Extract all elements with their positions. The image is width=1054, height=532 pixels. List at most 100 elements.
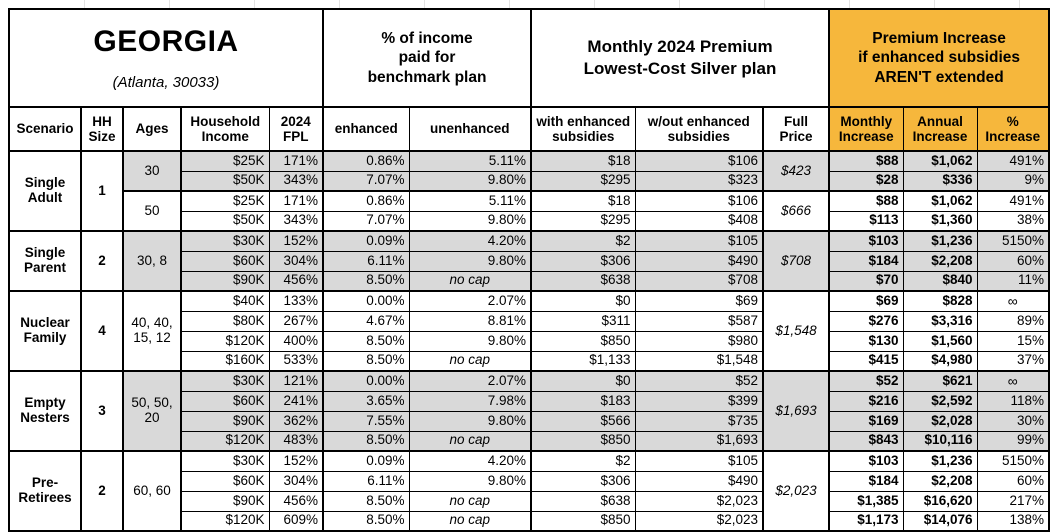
cell-fpl: 304%	[268, 250, 324, 272]
cell-fpl: 152%	[268, 230, 324, 252]
cell-unenhanced: no cap	[408, 490, 532, 512]
cell-enhanced: 6.11%	[322, 470, 410, 492]
cell-enhanced: 7.55%	[322, 410, 410, 432]
cell-ages: 30	[122, 150, 182, 192]
cell-pct-increase: 138%	[976, 510, 1050, 532]
cell-pct-increase: 38%	[976, 210, 1050, 232]
cell-wout-sub: $980	[634, 330, 764, 352]
cell-annual-increase: $828	[902, 290, 978, 312]
cell-pct-increase: 11%	[976, 270, 1050, 292]
cell-enhanced: 8.50%	[322, 270, 410, 292]
cell-pct-increase: 118%	[976, 390, 1050, 412]
cell-ages: 40, 40, 15, 12	[122, 290, 182, 372]
col-header-hh-size: HH Size	[80, 106, 124, 153]
cell-with-sub: $18	[530, 150, 636, 172]
cell-monthly-increase: $130	[828, 330, 904, 352]
cell-income: $25K	[180, 190, 270, 212]
cell-income: $60K	[180, 470, 270, 492]
cell-annual-increase: $1,560	[902, 330, 978, 352]
cell-income: $40K	[180, 290, 270, 312]
cell-with-sub: $306	[530, 250, 636, 272]
cell-pct-increase: 89%	[976, 310, 1050, 332]
cell-wout-sub: $587	[634, 310, 764, 332]
cell-full-price: $1,548	[761, 290, 830, 372]
cell-pct-increase: ∞	[976, 290, 1050, 312]
cell-income: $25K	[180, 150, 270, 172]
cell-enhanced: 8.50%	[322, 510, 410, 532]
cell-enhanced: 8.50%	[322, 430, 410, 452]
cell-income: $90K	[180, 270, 270, 292]
cell-enhanced: 7.07%	[322, 170, 410, 192]
cell-unenhanced: 9.80%	[408, 330, 532, 352]
cell-fpl: 121%	[268, 370, 324, 392]
cell-annual-increase: $1,062	[902, 150, 978, 172]
cell-enhanced: 0.00%	[322, 290, 410, 312]
cell-income: $90K	[180, 490, 270, 512]
cell-enhanced: 0.09%	[322, 450, 410, 472]
cell-annual-increase: $840	[902, 270, 978, 292]
cell-pct-increase: ∞	[976, 370, 1050, 392]
cell-scenario: Nuclear Family	[8, 290, 82, 372]
group-header-row: GEORGIA (Atlanta, 30033) % of income pai…	[8, 8, 1050, 109]
cell-income: $80K	[180, 310, 270, 332]
cell-enhanced: 3.65%	[322, 390, 410, 412]
col-header-fpl: 2024 FPL	[268, 106, 324, 153]
cell-wout-sub: $323	[634, 170, 764, 192]
column-header-row: Scenario HH Size Ages Household Income 2…	[8, 106, 1050, 153]
cell-with-sub: $18	[530, 190, 636, 212]
cell-wout-sub: $1,693	[634, 430, 764, 452]
table-row: Pre-Retirees 2 60, 60 $30K 152% 0.09% 4.20% $2 $…	[8, 450, 1050, 532]
cell-pct-increase: 60%	[976, 470, 1050, 492]
cell-monthly-increase: $415	[828, 350, 904, 372]
cell-annual-increase: $2,592	[902, 390, 978, 412]
table-row: $60K 241% 3.65% 7.98% $183 $399 $216 $2,592 118%	[9, 390, 1050, 412]
cell-unenhanced: 9.80%	[408, 210, 532, 232]
cell-unenhanced: 9.80%	[408, 170, 532, 192]
cell-pct-increase: 30%	[976, 410, 1050, 432]
cell-pct-increase: 9%	[976, 170, 1050, 192]
cell-wout-sub: $408	[634, 210, 764, 232]
cell-monthly-increase: $1,173	[828, 510, 904, 532]
cell-annual-increase: $1,062	[902, 190, 978, 212]
cell-fpl: 171%	[268, 190, 324, 212]
cell-with-sub: $638	[530, 490, 636, 512]
col-header-scenario: Scenario	[8, 106, 82, 153]
table-row: Empty Nesters 3 50, 50, 20 $30K 121% 0.00% 2.0…	[8, 370, 1050, 452]
cell-full-price: $708	[761, 230, 830, 292]
cell-hh-size: 2	[80, 230, 124, 292]
table-row: $120K 483% 8.50% no cap $850 $1,693 $843 $10,11…	[9, 430, 1050, 452]
cell-unenhanced: no cap	[408, 430, 532, 452]
cell-unenhanced: 7.98%	[408, 390, 532, 412]
cell-unenhanced: 4.20%	[408, 450, 532, 472]
cell-with-sub: $850	[530, 430, 636, 452]
cell-fpl: 456%	[268, 490, 324, 512]
cell-monthly-increase: $69	[828, 290, 904, 312]
cell-with-sub: $295	[530, 170, 636, 192]
col-header-without-subsidies: w/out enhanced subsidies	[634, 106, 764, 153]
table-row: $60K 304% 6.11% 9.80% $306 $490 $184 $2,208 60%	[9, 250, 1050, 272]
cell-income: $120K	[180, 430, 270, 452]
cell-unenhanced: 8.81%	[408, 310, 532, 332]
cell-enhanced: 8.50%	[322, 330, 410, 352]
cell-annual-increase: $1,360	[902, 210, 978, 232]
cell-annual-increase: $2,208	[902, 470, 978, 492]
col-header-income: Household Income	[180, 106, 270, 153]
cell-monthly-increase: $216	[828, 390, 904, 412]
group-header-increase: Premium Increase if enhanced subsidies A…	[828, 8, 1050, 109]
cell-monthly-increase: $88	[828, 150, 904, 172]
cell-pct-increase: 491%	[976, 150, 1050, 172]
cell-monthly-increase: $70	[828, 270, 904, 292]
cell-hh-size: 4	[80, 290, 124, 372]
cell-pct-increase: 99%	[976, 430, 1050, 452]
cell-fpl: 609%	[268, 510, 324, 532]
cell-enhanced: 0.00%	[322, 370, 410, 392]
cell-annual-increase: $4,980	[902, 350, 978, 372]
cell-unenhanced: 5.11%	[408, 190, 532, 212]
cell-ages: 30, 8	[122, 230, 182, 292]
table-row: $120K 400% 8.50% 9.80% $850 $980 $130 $1,560 15%	[9, 330, 1050, 352]
cell-unenhanced: no cap	[408, 270, 532, 292]
cell-fpl: 343%	[268, 210, 324, 232]
cell-fpl: 400%	[268, 330, 324, 352]
cell-wout-sub: $69	[634, 290, 764, 312]
cell-annual-increase: $16,620	[902, 490, 978, 512]
